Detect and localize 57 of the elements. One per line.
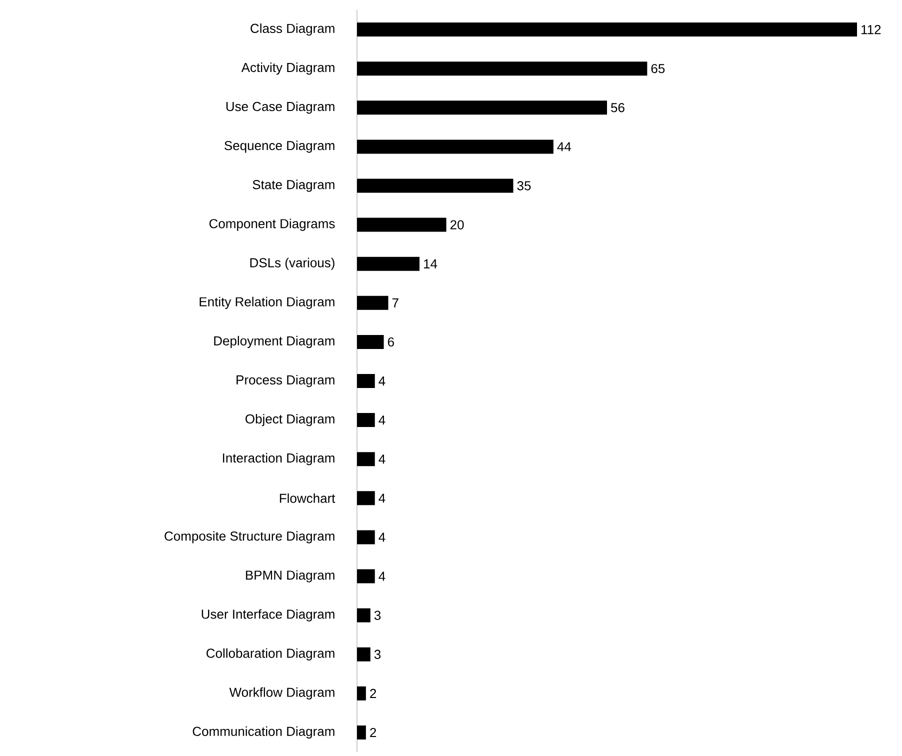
bar [357, 491, 375, 506]
y-tick-label: State Diagram [252, 180, 334, 192]
bar [357, 334, 384, 349]
bar [357, 647, 370, 662]
y-tick-label: Component Diagrams [209, 218, 335, 231]
y-tick-label: User Interface Diagram [202, 609, 334, 622]
bar [357, 569, 375, 584]
bar [357, 725, 366, 740]
data-label: 4 [378, 416, 386, 425]
data-label: 4 [378, 572, 386, 581]
y-tick-label: Composite Structure Diagram [164, 531, 334, 544]
data-label: 2 [370, 728, 376, 738]
data-label: 44 [557, 142, 572, 152]
y-tick-label: Flowchart [280, 493, 336, 503]
y-tick-label: Deployment Diagram [214, 336, 334, 348]
bar [357, 374, 375, 388]
bar [357, 686, 366, 700]
bar [357, 62, 648, 76]
y-tick-label: Workflow Diagram [229, 687, 334, 700]
y-tick-label: Use Case Diagram [226, 102, 334, 114]
data-label: 4 [378, 532, 386, 542]
y-tick-label: Class Diagram [250, 23, 334, 36]
data-label: 35 [517, 181, 531, 190]
data-label: 2 [370, 688, 376, 698]
y-tick-label: Communication Diagram [192, 726, 334, 739]
data-label: 65 [651, 64, 665, 74]
data-label: 4 [378, 376, 386, 386]
bar [357, 22, 858, 37]
y-tick-label: DSLs (various) [250, 258, 334, 270]
data-label: 3 [374, 610, 381, 620]
data-label: 4 [378, 454, 386, 464]
y-tick-label: Object Diagram [246, 414, 334, 426]
data-label: 7 [392, 298, 398, 308]
data-label: 3 [374, 650, 381, 659]
bar [357, 296, 388, 310]
y-tick-label: BPMN Diagram [246, 570, 334, 582]
bar [357, 608, 370, 622]
data-label: 20 [450, 220, 464, 230]
data-label: 112 [862, 24, 881, 34]
data-label: 14 [424, 259, 438, 268]
y-tick-label: Sequence Diagram [224, 140, 334, 153]
bar [357, 530, 375, 544]
y-tick-label: Process Diagram [236, 374, 334, 388]
y-tick-label: Activity Diagram [241, 62, 334, 75]
bar [357, 178, 514, 193]
data-label: 56 [611, 103, 624, 112]
bar [357, 256, 420, 271]
bar [357, 140, 554, 154]
bar [357, 413, 375, 428]
data-label: 4 [378, 494, 386, 503]
y-tick-label: Entity Relation Diagram [200, 296, 334, 309]
data-label: 6 [388, 337, 394, 347]
y-tick-label: Interaction Diagram [222, 453, 334, 466]
y-tick-label: Collobaration Diagram [206, 648, 334, 660]
bar [357, 100, 608, 115]
bar [357, 452, 375, 466]
bar [357, 218, 446, 232]
